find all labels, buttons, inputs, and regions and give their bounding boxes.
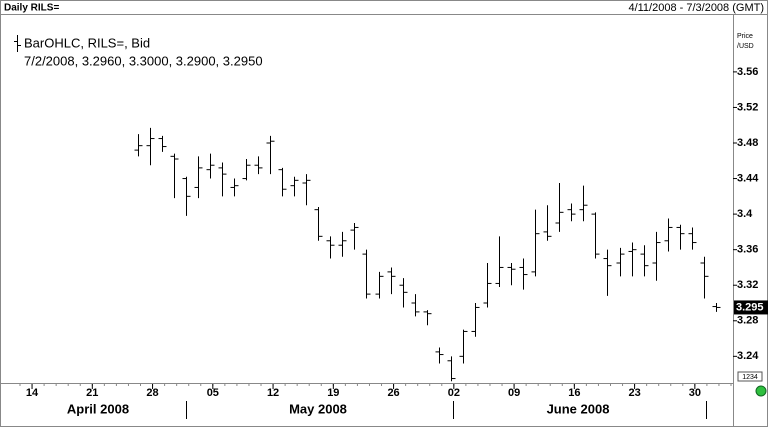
y-tick-label: 3.4 [737,208,753,220]
x-tick-label: 30 [689,387,701,399]
x-tick-label: 26 [387,387,399,399]
y-axis-unit: /USD [737,43,754,50]
chart-title: Daily RILS= [4,3,59,14]
month-label: May 2008 [289,401,347,416]
status-indicator [755,385,767,397]
y-tick-label: 3.48 [737,137,758,149]
y-tick-label: 3.32 [737,279,758,291]
month-label: April 2008 [67,401,129,416]
y-tick-label: 3.56 [737,66,758,78]
legend-values: 7/2/2008, 3.2960, 3.3000, 3.2900, 3.2950 [24,53,263,68]
month-label: June 2008 [547,401,610,416]
badge-box [737,371,763,382]
last-price-box [734,300,768,315]
x-tick-label: 16 [568,387,580,399]
x-tick-label: 21 [86,387,98,399]
x-tick-label: 23 [628,387,640,399]
y-axis-label: Price [737,33,753,40]
x-tick-label: 02 [448,387,460,399]
badge: 1234 [742,374,758,381]
x-tick-label: 19 [327,387,339,399]
y-tick-label: 3.52 [737,101,758,113]
x-tick-label: 05 [207,387,219,399]
x-tick-label: 28 [146,387,158,399]
x-tick-label: 09 [508,387,520,399]
y-tick-label: 3.36 [737,244,758,256]
date-range: 4/11/2008 - 7/3/2008 (GMT) [628,2,764,14]
last-price-label: 3.295 [736,301,764,313]
x-tick-label: 12 [267,387,279,399]
y-tick-label: 3.28 [737,315,758,327]
legend-title: BarOHLC, RILS=, Bid [24,35,150,50]
y-tick-label: 3.44 [737,172,759,184]
y-tick-label: 3.24 [737,350,759,362]
x-tick-label: 14 [26,387,39,399]
